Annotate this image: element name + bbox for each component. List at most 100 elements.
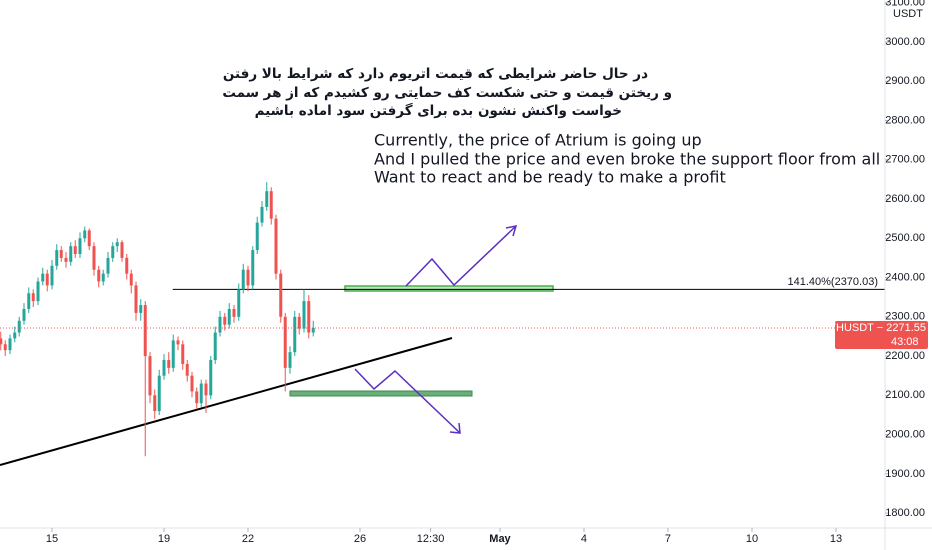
candle-body: [83, 230, 87, 239]
resistance-zone: [344, 285, 554, 292]
candle-body: [111, 246, 115, 258]
candle-body: [157, 375, 161, 412]
candle-body: [227, 308, 231, 325]
annotation: و ریختن قیمت و حتی شکست کف حمایتی رو کشی…: [222, 85, 672, 101]
candle-body: [251, 250, 255, 286]
candle-body: [195, 391, 199, 404]
candle-body: [283, 316, 287, 368]
candle-body: [302, 301, 306, 329]
candle-body: [171, 340, 175, 368]
down-arrowhead: [449, 422, 461, 434]
candle-body: [73, 246, 77, 255]
candle-body: [279, 273, 283, 317]
candle-body: [311, 327, 315, 333]
candle-body: [232, 308, 236, 317]
candle-body: [101, 273, 105, 282]
candle-body: [3, 344, 7, 351]
candle-body: [59, 250, 63, 258]
currency-label: USDT: [893, 8, 923, 20]
annotation: Want to react and be ready to make a pro…: [374, 168, 726, 187]
candle-body: [246, 269, 250, 286]
x-tick-label: 7: [665, 533, 671, 545]
candle-body: [125, 257, 129, 274]
candle-body: [8, 338, 12, 351]
candle-body: [255, 222, 259, 251]
y-tick-label: 2800.00: [885, 114, 925, 126]
candle-body: [265, 191, 269, 207]
candle-body: [129, 273, 133, 286]
candle-body: [106, 257, 110, 274]
candle-body: [45, 273, 49, 286]
candle-body: [92, 246, 96, 270]
candle-body: [120, 242, 124, 258]
candle-body: [64, 257, 68, 262]
candle-body: [27, 293, 31, 309]
candle-body: [167, 360, 171, 368]
candle-body: [41, 273, 45, 282]
candle-body: [153, 395, 157, 412]
x-tick-label: 15: [46, 533, 58, 545]
candle-body: [213, 332, 217, 361]
candle-body: [115, 242, 119, 247]
y-tick-label: 2900.00: [885, 75, 925, 87]
candle-body: [260, 206, 264, 223]
y-tick-label: 2000.00: [885, 429, 925, 441]
candle-body: [55, 250, 59, 266]
annotation: And I pulled the price and even broke th…: [374, 150, 918, 169]
candle-body: [181, 344, 185, 364]
candle-body: [307, 301, 311, 333]
x-tick-label: 10: [746, 533, 758, 545]
candle-body: [148, 356, 152, 396]
candle-body: [22, 308, 26, 321]
up-arrowhead: [505, 225, 518, 237]
candle-body: [297, 316, 301, 329]
annotation: Currently, the price of Atrium is going …: [374, 131, 702, 150]
candle-body: [237, 289, 241, 317]
candle-body: [139, 305, 143, 313]
y-tick-label: 1800.00: [885, 507, 925, 519]
candle-body: [31, 293, 35, 302]
candle-body: [185, 363, 189, 376]
x-tick-label: 13: [830, 533, 842, 545]
candle-body: [69, 246, 73, 262]
price-tag: [835, 320, 928, 349]
candle-body: [97, 269, 101, 282]
fib-label: 141.40%(2370.03): [787, 276, 878, 288]
down-arrow: [354, 368, 461, 434]
candle-body: [0, 338, 3, 345]
candle-body: [293, 316, 297, 353]
price-tag-label: ETHUSDT − 2271.55: [822, 322, 926, 334]
y-tick-label: 2600.00: [885, 193, 925, 205]
x-tick-label: May: [489, 533, 511, 545]
candle-body: [36, 281, 40, 302]
candle-body: [223, 316, 227, 325]
y-tick-label: 1900.00: [885, 468, 925, 480]
candle-body: [13, 332, 17, 339]
candle-body: [204, 383, 208, 396]
candle-body: [143, 305, 147, 357]
y-tick-label: 2200.00: [885, 350, 925, 362]
plot-area: در حال حاضر شرایطی که قیمت اتریوم دارد ک…: [0, 66, 918, 466]
x-tick-label: 4: [581, 533, 587, 545]
candle-body: [274, 218, 278, 274]
candle-body: [78, 238, 82, 255]
candle-body: [209, 360, 213, 396]
candle-body: [199, 383, 203, 404]
candle-body: [176, 340, 180, 345]
candle-body: [288, 352, 292, 368]
y-tick-label: 3100.00: [885, 0, 925, 9]
candle-body: [190, 375, 194, 392]
x-tick-label: 19: [158, 533, 170, 545]
y-tick-label: 2100.00: [885, 389, 925, 401]
y-tick-label: 2400.00: [885, 271, 925, 283]
candle-body: [162, 360, 166, 376]
support-zone: [289, 390, 473, 397]
y-tick-label: 2700.00: [885, 154, 925, 166]
trend-line: [0, 337, 453, 466]
x-tick-label: 22: [242, 533, 254, 545]
up-arrow: [405, 225, 517, 287]
y-tick-label: 2300.00: [885, 311, 925, 323]
candle-body: [241, 269, 245, 290]
